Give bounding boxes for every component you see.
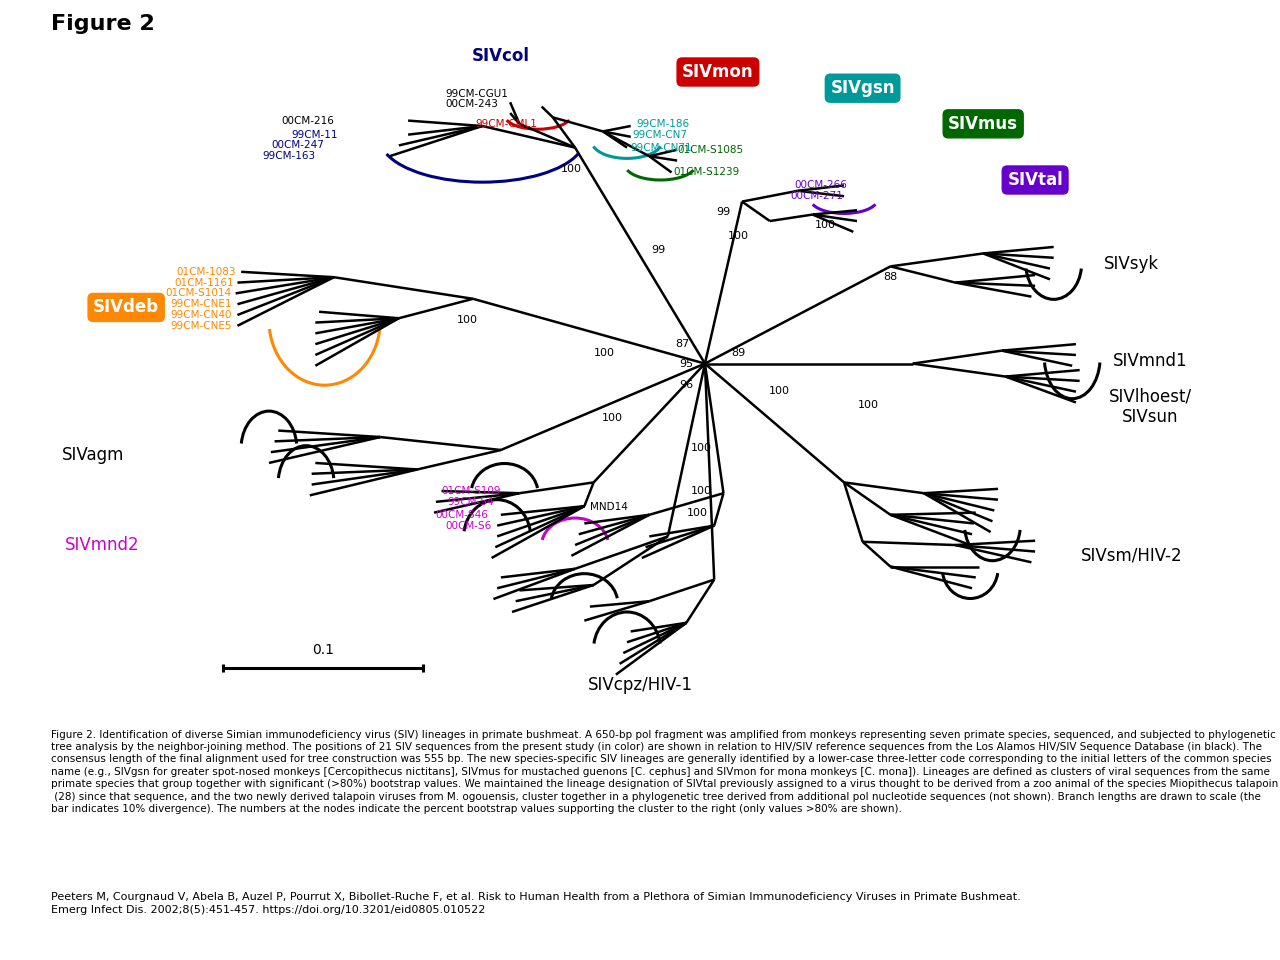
Text: 00CM-216: 00CM-216 (282, 115, 334, 126)
Text: 0.1: 0.1 (312, 643, 334, 658)
Text: 01CM-S1085: 01CM-S1085 (677, 145, 744, 155)
Text: SIVmon: SIVmon (682, 63, 754, 81)
Text: 99CM-CN7: 99CM-CN7 (632, 130, 687, 139)
Text: 99CM-186: 99CM-186 (636, 119, 690, 129)
Text: 01CM-1083: 01CM-1083 (177, 267, 236, 276)
Text: 88: 88 (883, 273, 897, 282)
Text: 00CM-S6: 00CM-S6 (445, 520, 492, 531)
Text: SIVagm: SIVagm (61, 446, 124, 465)
Text: SIVgsn: SIVgsn (831, 80, 895, 97)
Text: 100: 100 (728, 231, 749, 241)
Text: 99CM-CML1: 99CM-CML1 (475, 119, 536, 129)
Text: 100: 100 (602, 413, 622, 422)
Text: 95: 95 (680, 359, 694, 369)
Text: 100: 100 (815, 221, 836, 230)
Text: 00CM-266: 00CM-266 (794, 180, 847, 190)
Text: SIVsyk: SIVsyk (1105, 255, 1160, 274)
Text: 99CM-54: 99CM-54 (447, 497, 494, 507)
Text: MND14: MND14 (590, 502, 627, 513)
Text: SIVtal: SIVtal (1007, 171, 1062, 189)
Text: SIVmus: SIVmus (948, 115, 1018, 132)
Text: 01CM-S1239: 01CM-S1239 (673, 167, 740, 178)
Text: 100: 100 (457, 316, 477, 325)
Text: SIVdeb: SIVdeb (93, 299, 159, 317)
Text: 00CM-247: 00CM-247 (271, 140, 325, 151)
Text: 100: 100 (561, 164, 582, 174)
Text: 01CM-S1014: 01CM-S1014 (165, 288, 232, 299)
Text: 00CM-243: 00CM-243 (445, 100, 498, 109)
Text: Peeters M, Courgnaud V, Abela B, Auzel P, Pourrut X, Bibollet-Ruche F, et al. Ri: Peeters M, Courgnaud V, Abela B, Auzel P… (51, 892, 1021, 915)
Text: SIVsm/HIV-2: SIVsm/HIV-2 (1080, 547, 1183, 564)
Text: 100: 100 (691, 486, 712, 496)
Text: 01CM-1161: 01CM-1161 (174, 277, 234, 288)
Text: 89: 89 (731, 348, 745, 358)
Text: SIVcol: SIVcol (472, 47, 530, 65)
Text: 100: 100 (768, 386, 790, 396)
Text: 99: 99 (652, 245, 666, 255)
Text: Figure 2. Identification of diverse Simian immunodeficiency virus (SIV) lineages: Figure 2. Identification of diverse Simi… (51, 730, 1279, 814)
Text: 99CM-CN71: 99CM-CN71 (631, 143, 692, 153)
Text: 99CM-CGU1: 99CM-CGU1 (445, 88, 508, 99)
Text: SIVmnd2: SIVmnd2 (65, 536, 140, 554)
Text: 00CM-S46: 00CM-S46 (435, 510, 488, 519)
Text: 99CM-CN40: 99CM-CN40 (170, 310, 232, 320)
Text: 99: 99 (717, 207, 731, 217)
Text: 87: 87 (676, 339, 690, 349)
Text: SIVmnd1: SIVmnd1 (1112, 352, 1188, 371)
Text: 100: 100 (687, 508, 708, 517)
Text: SIVcpz/HIV-1: SIVcpz/HIV-1 (588, 677, 692, 694)
Text: 99CM-163: 99CM-163 (262, 152, 315, 161)
Text: 99CM-11: 99CM-11 (291, 130, 338, 139)
Text: 00CM-271: 00CM-271 (790, 191, 844, 202)
Text: 99CM-CNE1: 99CM-CNE1 (170, 300, 232, 309)
Text: 01CM-S109: 01CM-S109 (442, 486, 500, 496)
Text: 96: 96 (680, 380, 694, 390)
Text: 100: 100 (858, 399, 878, 410)
Text: 100: 100 (594, 348, 616, 358)
Text: 99CM-CNE5: 99CM-CNE5 (170, 321, 232, 331)
Text: SIVlhoest/
SIVsun: SIVlhoest/ SIVsun (1108, 388, 1192, 426)
Text: Figure 2: Figure 2 (51, 14, 155, 35)
Text: 100: 100 (691, 443, 712, 453)
